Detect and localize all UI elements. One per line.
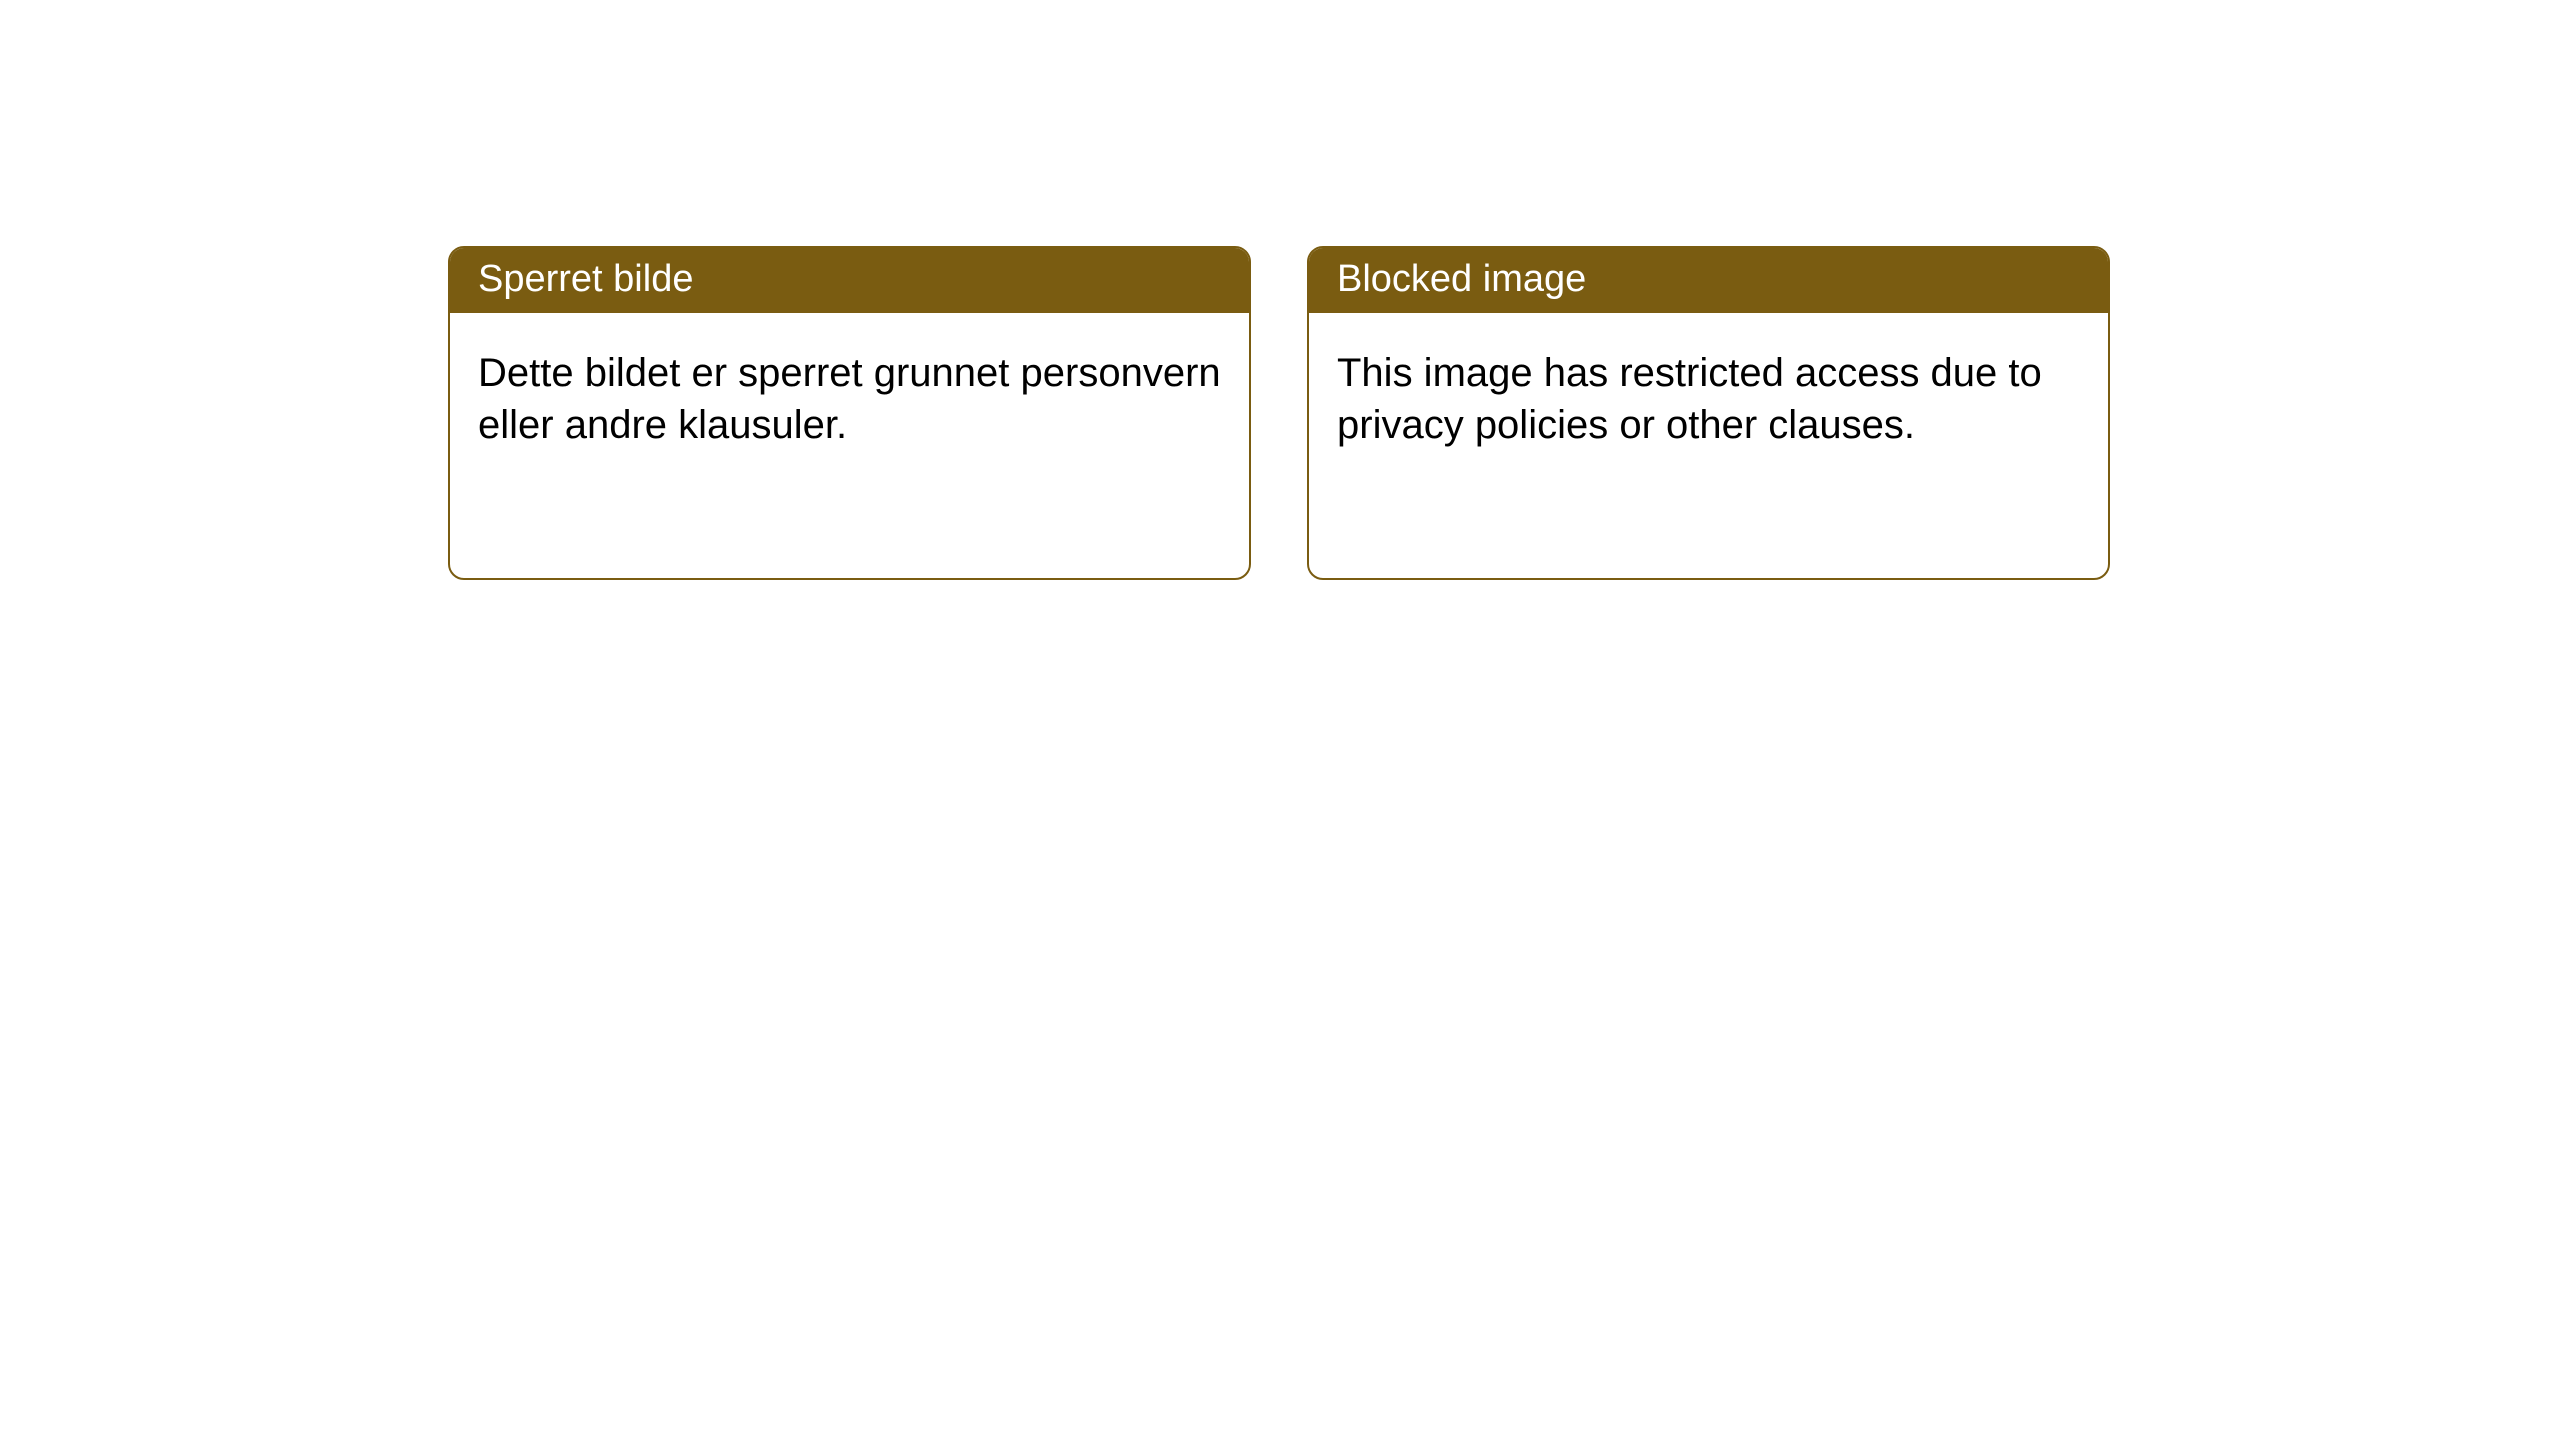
card-body-en: This image has restricted access due to … bbox=[1309, 313, 2108, 481]
card-container: Sperret bilde Dette bildet er sperret gr… bbox=[0, 0, 2560, 580]
card-title-no: Sperret bilde bbox=[478, 258, 693, 300]
blocked-image-card-no: Sperret bilde Dette bildet er sperret gr… bbox=[448, 246, 1251, 580]
card-header-no: Sperret bilde bbox=[450, 248, 1249, 313]
card-message-en: This image has restricted access due to … bbox=[1337, 351, 2042, 448]
card-body-no: Dette bildet er sperret grunnet personve… bbox=[450, 313, 1249, 481]
blocked-image-card-en: Blocked image This image has restricted … bbox=[1307, 246, 2110, 580]
card-message-no: Dette bildet er sperret grunnet personve… bbox=[478, 351, 1221, 448]
card-header-en: Blocked image bbox=[1309, 248, 2108, 313]
card-title-en: Blocked image bbox=[1337, 258, 1586, 300]
